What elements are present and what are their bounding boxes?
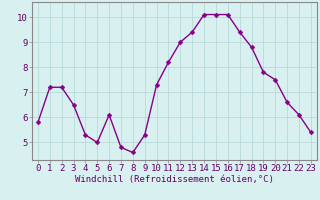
X-axis label: Windchill (Refroidissement éolien,°C): Windchill (Refroidissement éolien,°C) <box>75 175 274 184</box>
